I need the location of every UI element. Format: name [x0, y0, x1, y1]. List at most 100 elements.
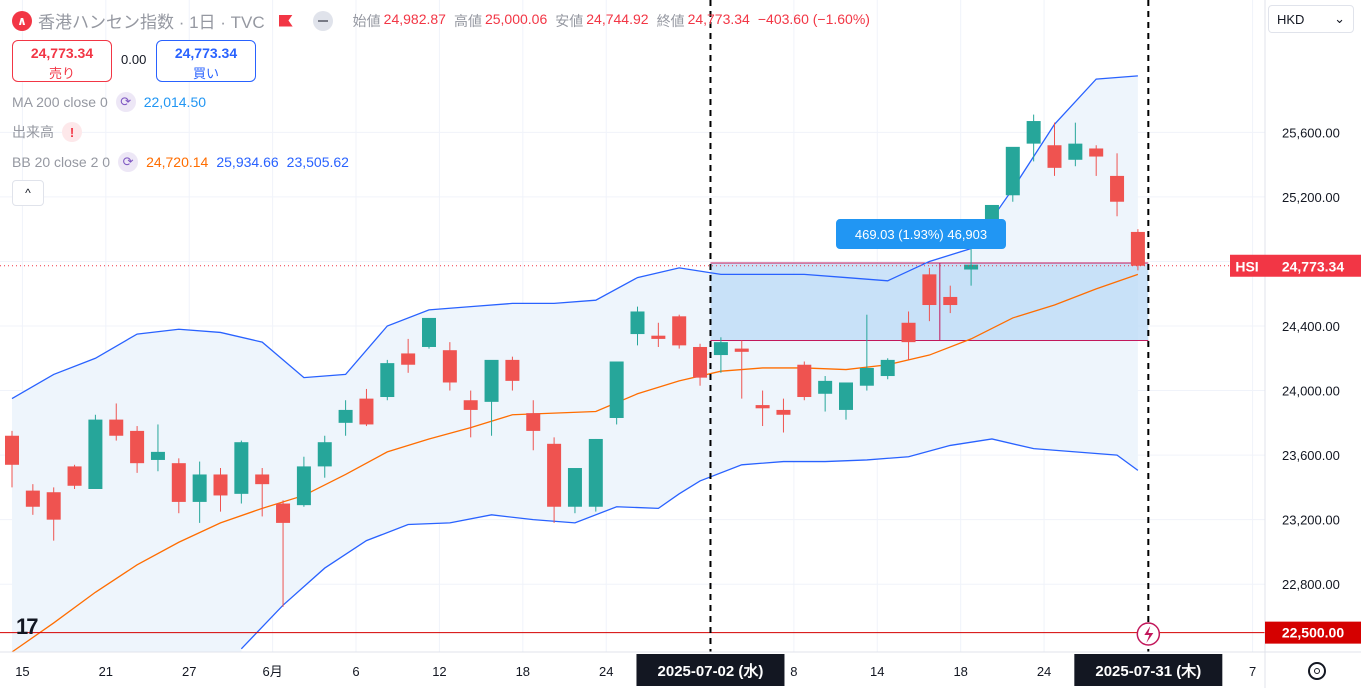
candle — [1005, 146, 1020, 202]
candle — [776, 398, 791, 433]
candle-body — [484, 359, 499, 402]
currency-select[interactable]: HKD ⌄ — [1268, 5, 1354, 33]
alert-tag-bg — [1265, 621, 1361, 644]
spread-value: 0.00 — [121, 52, 147, 67]
date-tag-bg — [636, 654, 785, 686]
buy-button[interactable]: 24,773.34 買い — [156, 40, 256, 82]
bb-basis-line — [11, 273, 1139, 653]
measure-label: 469.03 (1.93%) 46,903 — [836, 219, 1006, 250]
candle-body — [442, 350, 457, 383]
candle-body — [630, 311, 645, 335]
settings-icon[interactable] — [1308, 662, 1326, 680]
buy-label: 買い — [192, 66, 219, 81]
close-label: 終値 — [656, 12, 685, 29]
candle-body — [276, 503, 291, 523]
candle-body — [255, 474, 270, 485]
warning-icon[interactable]: ! — [62, 122, 82, 142]
tradingview-logo-icon[interactable]: 17 — [16, 614, 39, 639]
candle-body — [672, 316, 687, 346]
date-tag: 2025-07-31 (木) — [1074, 654, 1223, 686]
candle — [296, 456, 311, 507]
time-tick-label: 12 — [432, 664, 446, 679]
candle-body — [171, 463, 186, 502]
candle-body — [338, 409, 353, 423]
candle — [880, 358, 895, 380]
candle-body — [526, 413, 541, 431]
candle — [67, 464, 82, 489]
volume-legend[interactable]: 出来高 ! — [12, 122, 82, 142]
candle-body — [359, 398, 374, 425]
candle — [380, 359, 395, 401]
open-value: 24,982.87 — [383, 10, 446, 27]
candle — [46, 487, 61, 541]
candle-body — [1047, 145, 1062, 168]
candle-body — [859, 367, 874, 386]
candle-body — [547, 443, 562, 507]
bb-upper-line — [11, 75, 1138, 400]
candle-body — [5, 435, 19, 465]
candle-body — [567, 468, 582, 507]
time-tick-label: 7 — [1249, 664, 1256, 679]
candle-body — [150, 451, 165, 460]
candle-body — [88, 419, 103, 489]
candle — [672, 314, 687, 349]
candle-body — [880, 359, 895, 377]
refresh-icon[interactable]: ⟳ — [115, 92, 136, 112]
candle — [359, 388, 374, 427]
time-tick-label: 6 — [352, 664, 359, 679]
sell-button[interactable]: 24,773.34 売り — [12, 40, 112, 82]
change-value: −403.60 (−1.60%) — [757, 10, 870, 27]
time-tick-label: 8 — [790, 664, 797, 679]
candle — [630, 306, 645, 346]
bb-lower-line — [240, 438, 1139, 650]
candle-body — [713, 342, 728, 356]
symbol-tag-text: HSI — [1235, 259, 1258, 275]
candle — [734, 340, 749, 399]
candle-body — [25, 490, 40, 507]
candle-body — [609, 361, 624, 418]
candle-body — [109, 419, 124, 436]
collapse-legend-button[interactable]: ^ — [12, 180, 44, 206]
candle — [150, 424, 165, 472]
candle-body — [755, 405, 770, 409]
time-tick-label: 24 — [1037, 664, 1051, 679]
ma-legend[interactable]: MA 200 close 0 ⟳ 22,014.50 — [12, 92, 206, 112]
candle — [109, 403, 124, 441]
candle — [171, 458, 186, 514]
candle — [338, 400, 353, 436]
candle — [88, 414, 103, 489]
candle — [255, 468, 270, 517]
candle — [25, 484, 40, 515]
candle — [5, 430, 19, 488]
date-tag-text: 2025-07-02 (水) — [658, 662, 764, 680]
candle-body — [818, 380, 833, 394]
price-tick-label: 22,800.00 — [1282, 577, 1340, 592]
candle — [901, 311, 916, 360]
bb-legend[interactable]: BB 20 close 2 0 ⟳ 24,720.14 25,934.66 23… — [12, 152, 349, 172]
candle-body — [213, 474, 228, 496]
symbol-title[interactable]: 香港ハンセン指数 · 1日 · TVC — [38, 13, 265, 32]
high-value: 25,000.06 — [484, 10, 548, 27]
candle — [505, 356, 520, 391]
time-tick-label: 18 — [516, 664, 530, 679]
candle — [943, 285, 958, 314]
candle — [547, 437, 562, 523]
last-price-tag-bg — [1265, 254, 1361, 277]
low-value: 24,744.92 — [586, 10, 649, 27]
alert-price-tag: 22,500.00 — [1265, 621, 1361, 644]
flag-icon[interactable] — [278, 14, 293, 27]
candle-body — [651, 335, 666, 339]
candle — [693, 343, 708, 386]
candle — [1110, 153, 1125, 217]
refresh-icon[interactable]: ⟳ — [118, 152, 139, 172]
candle — [651, 322, 666, 347]
candle-body — [296, 466, 311, 506]
candle — [755, 390, 770, 427]
chevron-down-icon: ⌄ — [1334, 11, 1345, 26]
ma-label: MA 200 close 0 — [12, 94, 108, 110]
minus-icon[interactable] — [312, 10, 333, 31]
ohlc-readout: 始値 24,982.87 高値 25,000.06 安値 24,744.92 終値 24… — [353, 11, 875, 31]
candle-body — [1026, 121, 1041, 144]
candle — [1130, 229, 1145, 271]
